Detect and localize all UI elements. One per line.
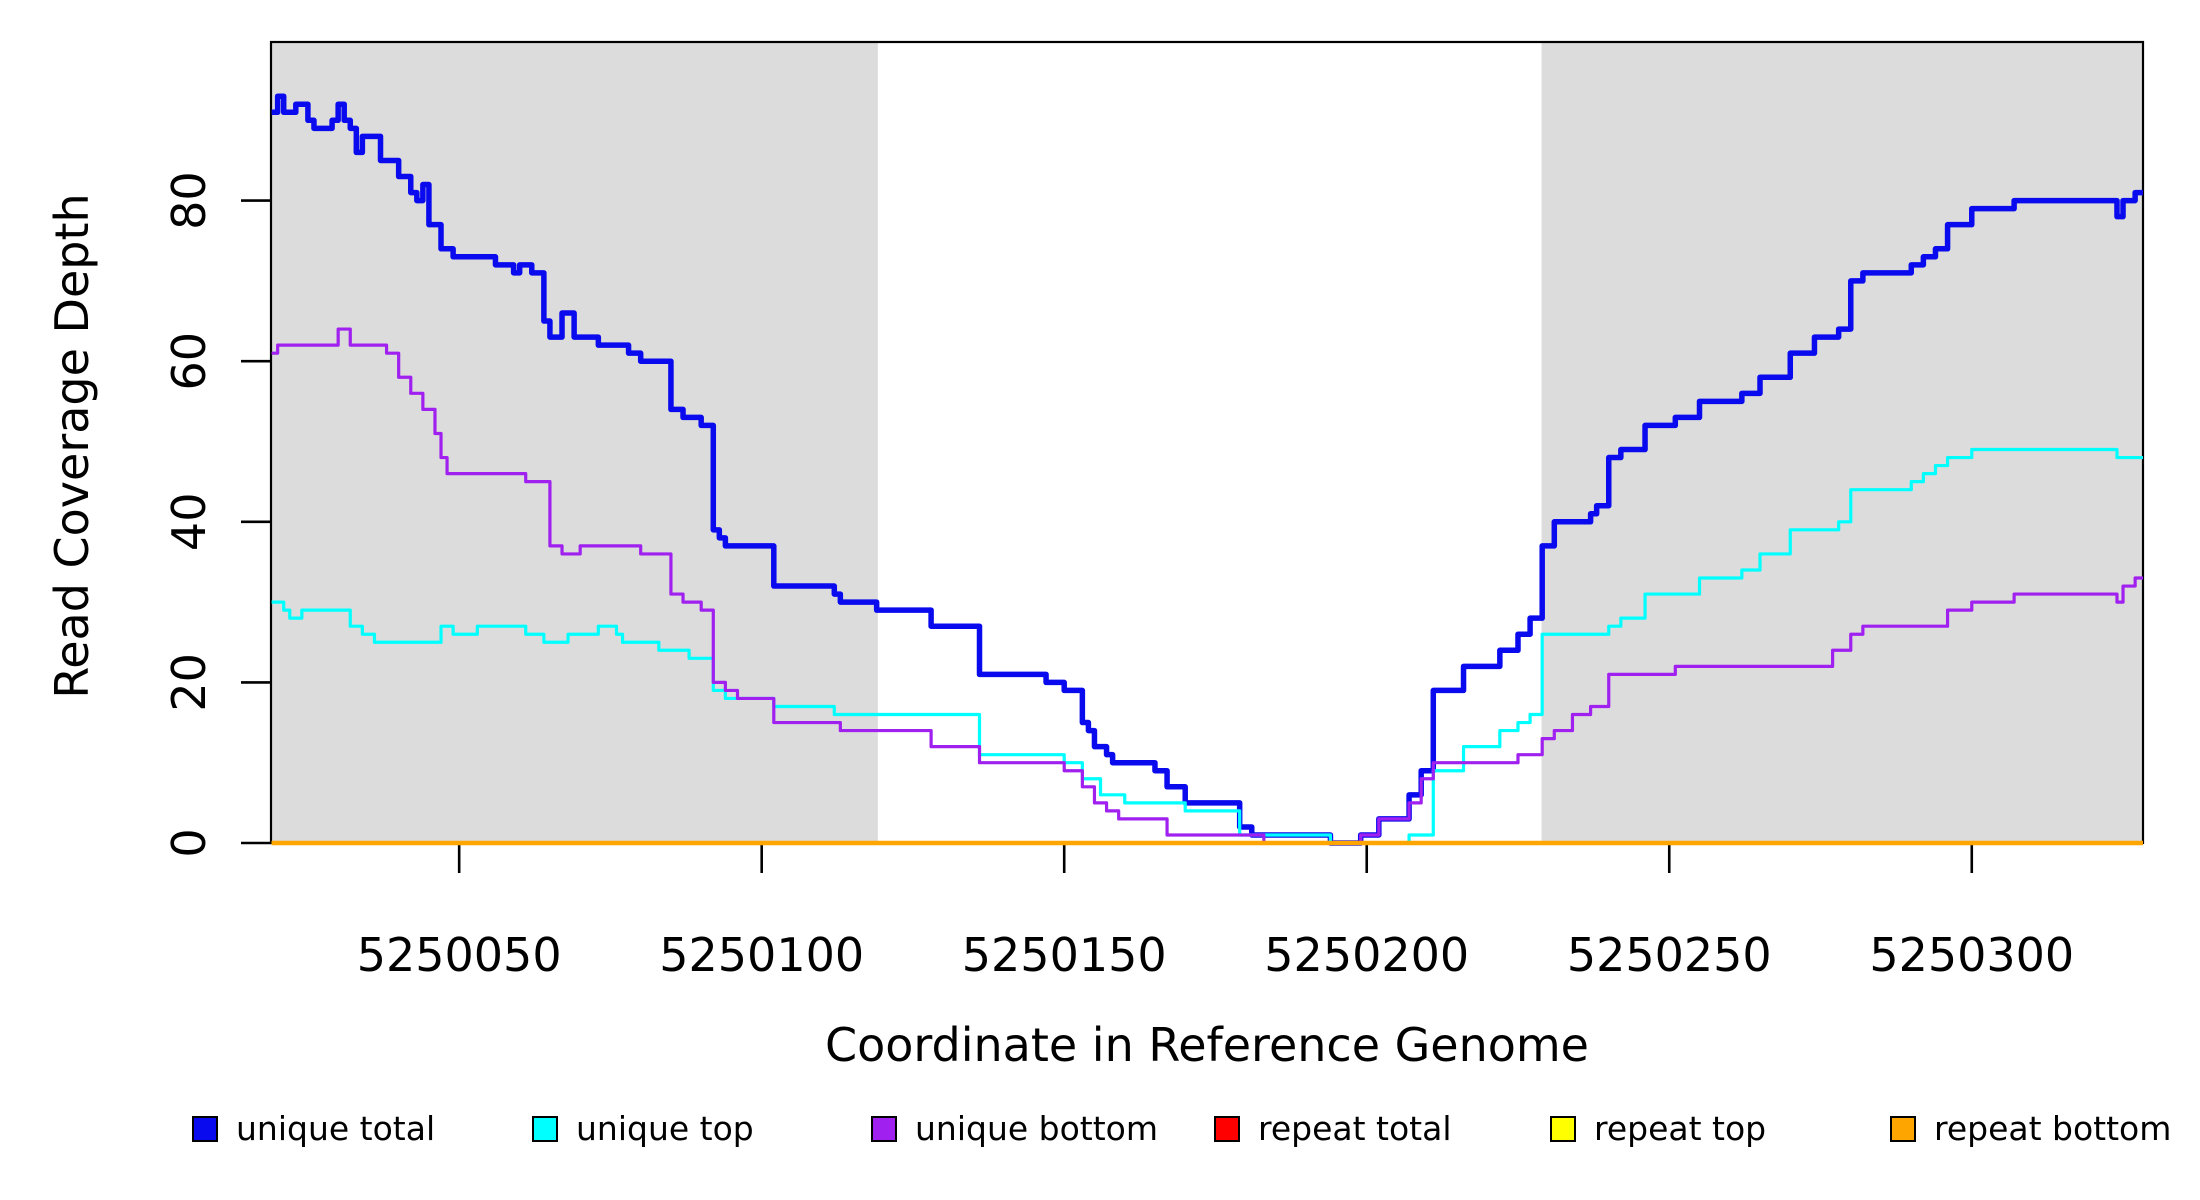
- x-tick-label: 5250250: [1567, 928, 1772, 982]
- y-tick-label: 60: [162, 332, 216, 391]
- series-unique-bottom: [271, 327, 2143, 845]
- series-unique-total: [271, 93, 2143, 846]
- x-axis-title: Coordinate in Reference Genome: [825, 1018, 1589, 1072]
- x-tick-label: 5250150: [962, 928, 1167, 982]
- shaded-region-1: [271, 42, 878, 843]
- y-tick-label: 0: [162, 828, 216, 857]
- y-tick-label: 20: [162, 653, 216, 712]
- series-unique-top: [271, 447, 2143, 845]
- x-tick-label: 5250050: [357, 928, 562, 982]
- x-tick-label: 5250100: [659, 928, 864, 982]
- x-tick-label: 5250300: [1869, 928, 2074, 982]
- y-axis-title: Read Coverage Depth: [45, 193, 99, 699]
- y-tick-label: 80: [162, 171, 216, 230]
- x-tick-label: 5250200: [1264, 928, 1469, 982]
- shaded-region-2: [1541, 42, 2143, 843]
- y-tick-label: 40: [162, 493, 216, 552]
